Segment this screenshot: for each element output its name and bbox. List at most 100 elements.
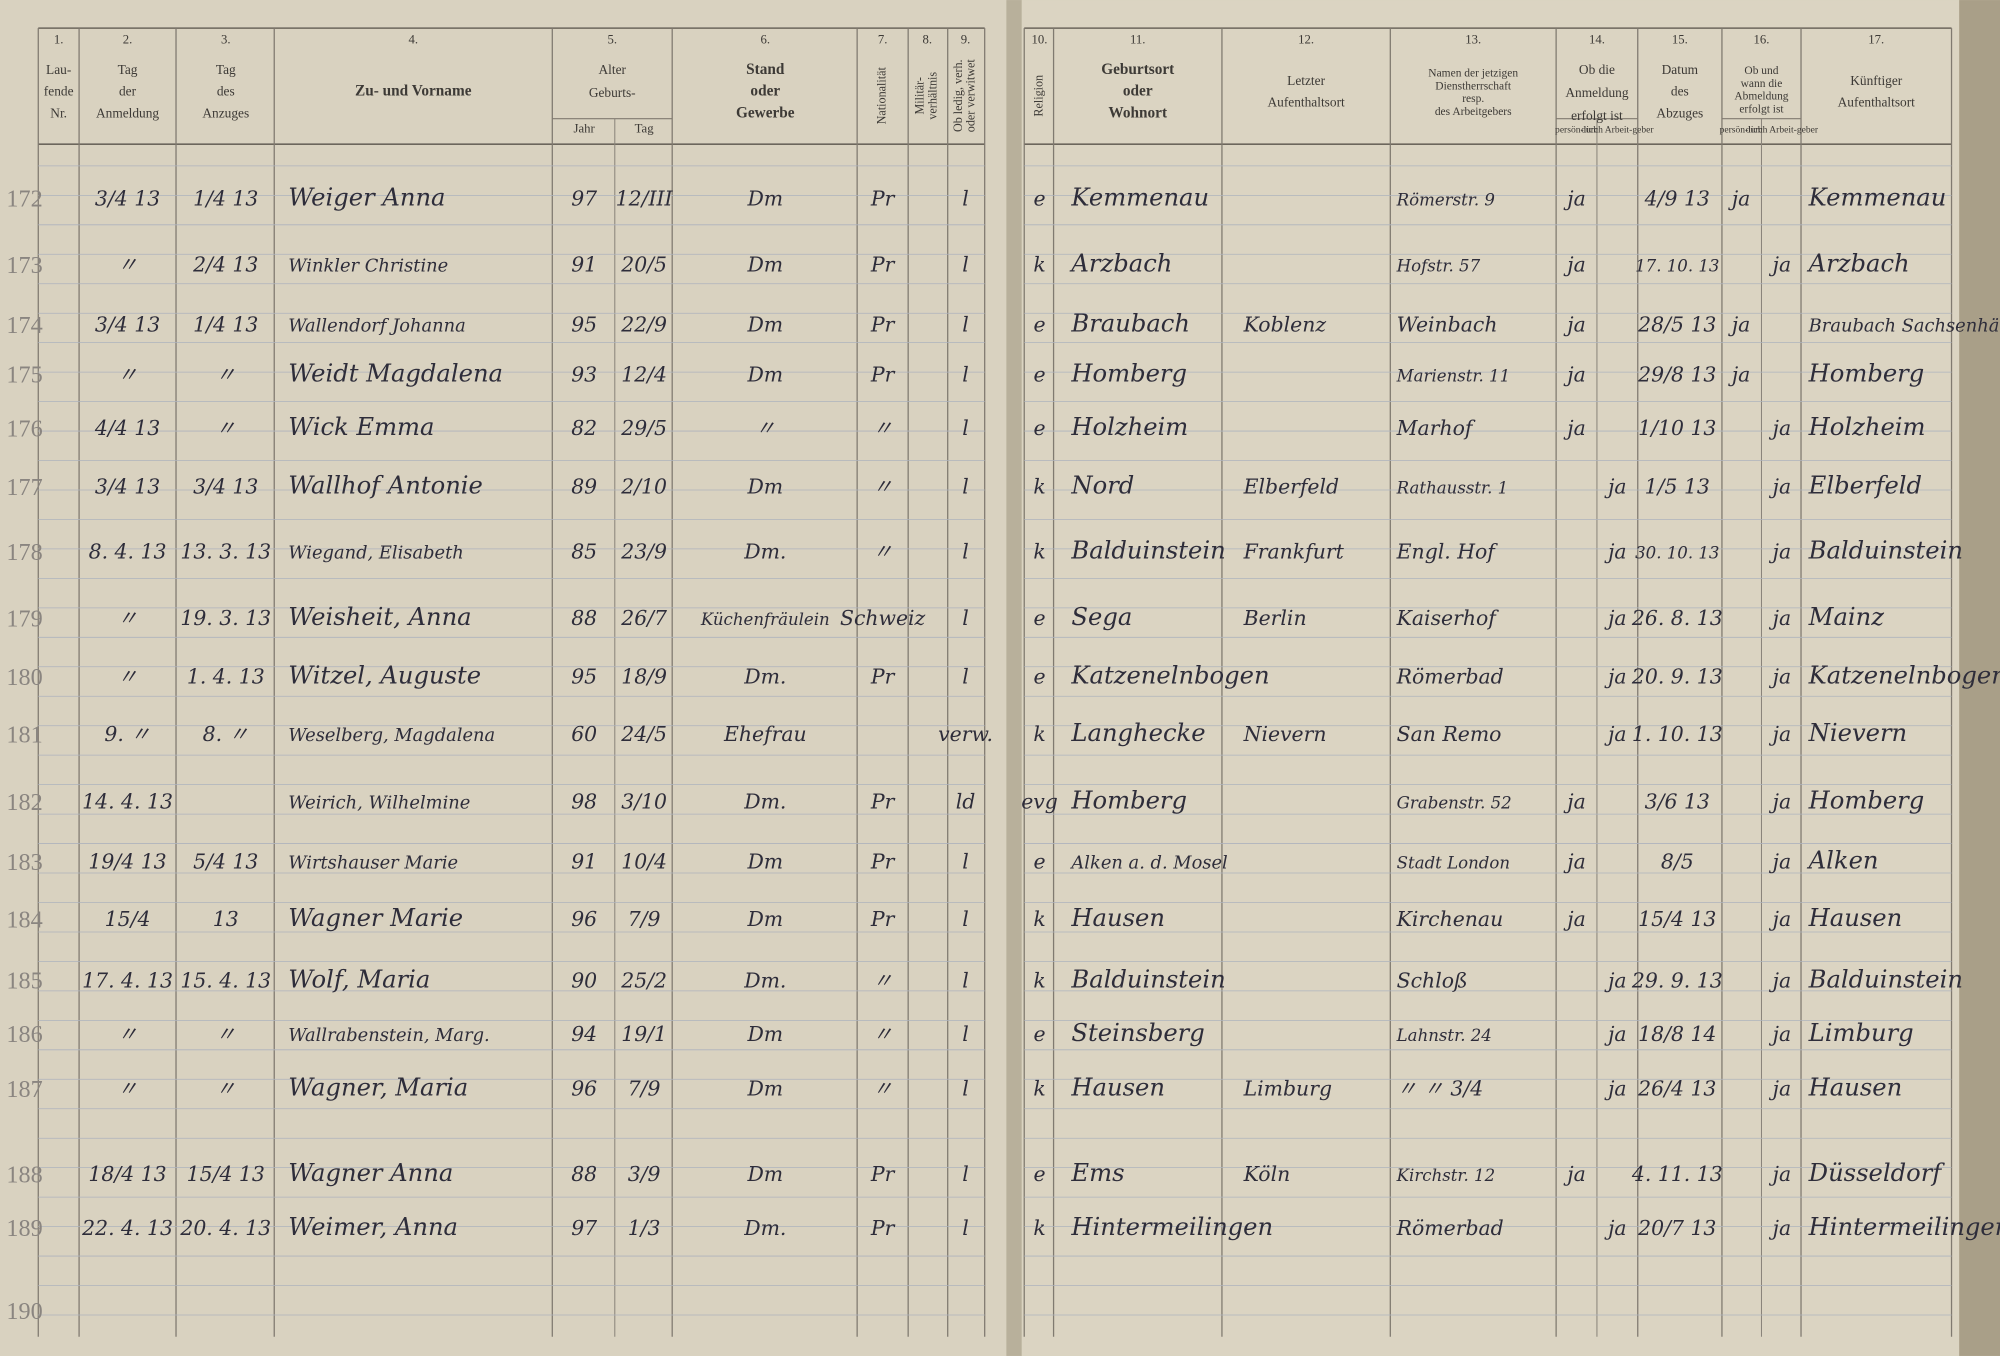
handwritten-entry: Düsseldorf [1808, 1159, 1946, 1187]
ruling [37, 27, 1953, 1337]
handwritten-entry: 〃 [872, 540, 892, 564]
handwritten-entry: Witzel, Auguste [288, 662, 481, 690]
column-label: Nr. [50, 105, 67, 120]
handwritten-entry: Wolf, Maria [288, 965, 430, 993]
row-number: 185 [6, 968, 42, 995]
handwritten-entry: 8/5 [1661, 850, 1694, 874]
column-label: Zu- und Vorname [355, 83, 472, 100]
handwritten-entry: Kirchenau [1396, 907, 1504, 931]
handwritten-entry: Pr [870, 665, 896, 689]
handwritten-entry: Pr [870, 186, 896, 210]
handwritten-entry: 〃 [216, 1022, 236, 1046]
column-label: oder verwitwet [964, 59, 978, 133]
column-label: Datum [1662, 62, 1699, 77]
column-number: 2. [123, 32, 133, 46]
handwritten-entry: 22. 4. 13 [81, 1216, 173, 1240]
handwritten-entry: Römerbad [1396, 665, 1504, 689]
handwritten-entry: Homberg [1070, 359, 1187, 387]
column-number: 7. [878, 32, 888, 46]
handwritten-entry: 3/10 [621, 790, 667, 814]
handwritten-entry: 〃 [117, 665, 137, 689]
column-label: Nationalität [874, 67, 888, 125]
handwritten-entry: 97 [571, 186, 597, 210]
handwritten-entry: Homberg [1070, 787, 1187, 815]
handwritten-entry: Sega [1071, 603, 1132, 631]
handwritten-entry: l [962, 1216, 969, 1240]
handwritten-entry: e [1034, 416, 1046, 440]
handwritten-entry: ja [1769, 1077, 1791, 1101]
column-number: 13. [1465, 32, 1481, 46]
handwritten-entry: ja [1604, 475, 1626, 499]
handwritten-entry: Pr [870, 850, 896, 874]
handwritten-entry: 〃 [117, 1077, 137, 1101]
column-label: Aufenthaltsort [1838, 95, 1916, 110]
sub-label: Jahr [574, 122, 596, 136]
handwritten-entry: Frankfurt [1243, 540, 1345, 564]
column-label: Wohnort [1108, 104, 1168, 121]
handwritten-entry: Koblenz [1243, 313, 1327, 337]
handwritten-entry: Marienstr. 11 [1396, 366, 1510, 385]
handwritten-entry: 26/4 13 [1637, 1077, 1716, 1101]
handwritten-entry: 1/5 13 [1645, 475, 1710, 499]
handwritten-entry: Dm [746, 907, 783, 931]
handwritten-entry: Schweiz [840, 606, 926, 630]
handwritten-entry: l [962, 606, 969, 630]
handwritten-entry: 94 [571, 1022, 597, 1046]
handwritten-entry: Dm [746, 850, 783, 874]
handwritten-entry: l [962, 1077, 969, 1101]
handwritten-entry: Berlin [1243, 606, 1307, 630]
column-number: 9. [961, 32, 971, 46]
column-label: erfolgt ist [1739, 103, 1784, 115]
handwritten-entry: 82 [571, 416, 597, 440]
handwritten-entry: 2/4 13 [192, 253, 258, 277]
handwritten-entry: Mainz [1808, 603, 1885, 631]
column-label: Stand [746, 61, 785, 78]
handwritten-entry: 23/9 [620, 540, 667, 564]
handwritten-entry: 〃 [872, 968, 892, 992]
handwritten-entry: 96 [571, 907, 597, 931]
handwritten-entry: 〃 [216, 362, 236, 386]
handwritten-entry: 〃 [216, 1077, 236, 1101]
handwritten-entry: l [962, 475, 969, 499]
handwritten-entry: 13 [213, 907, 239, 931]
sub-label: Tag [635, 122, 655, 136]
handwritten-entry: l [962, 1022, 969, 1046]
page-edge [1959, 0, 2000, 1356]
handwritten-entry: 20. 9. 13 [1631, 665, 1723, 689]
handwritten-entry: Stadt London [1397, 854, 1510, 873]
column-label: Künftiger [1850, 73, 1903, 88]
handwritten-entry: Schloß [1397, 968, 1468, 992]
handwritten-entry: Pr [870, 790, 896, 814]
handwritten-entry: Weinbach [1397, 313, 1498, 337]
handwritten-entry: ja [1769, 1216, 1791, 1240]
handwritten-entry: 15. 4. 13 [180, 968, 271, 992]
handwritten-entry: k [1033, 722, 1045, 746]
handwritten-entry: 88 [571, 606, 597, 630]
handwritten-entry: 25/2 [620, 968, 667, 992]
handwritten-entry: 15/4 13 [187, 1162, 265, 1186]
handwritten-entry: l [962, 665, 969, 689]
handwritten-entry: Hofstr. 57 [1396, 257, 1481, 276]
handwritten-entry: ja [1563, 416, 1585, 440]
handwritten-entry: Hausen [1808, 904, 1903, 932]
handwritten-entry: 8. 4. 13 [89, 540, 167, 564]
handwritten-entry: 3/9 [628, 1162, 661, 1186]
handwritten-entry: 26. 8. 13 [1631, 606, 1723, 630]
handwritten-entry: 88 [571, 1162, 597, 1186]
handwritten-entry: e [1034, 1022, 1046, 1046]
handwritten-entry: Kemmenau [1808, 183, 1947, 211]
handwritten-entry: 19. 3. 13 [180, 606, 271, 630]
handwritten-entry: Wallhof Antonie [288, 472, 483, 500]
row-number: 181 [6, 721, 42, 748]
handwritten-entry: ja [1604, 1077, 1626, 1101]
handwritten-entry: e [1034, 186, 1046, 210]
handwritten-entry: 〃 [872, 1077, 892, 1101]
handwritten-entry: e [1034, 1162, 1046, 1186]
row-number: 178 [6, 539, 42, 566]
column-label: Gewerbe [736, 104, 795, 121]
handwritten-entry: Ems [1070, 1159, 1124, 1187]
handwritten-entry: 13. 3. 13 [180, 540, 271, 564]
handwritten-entry: Engl. Hof [1396, 540, 1499, 564]
row-number: 177 [6, 474, 42, 501]
